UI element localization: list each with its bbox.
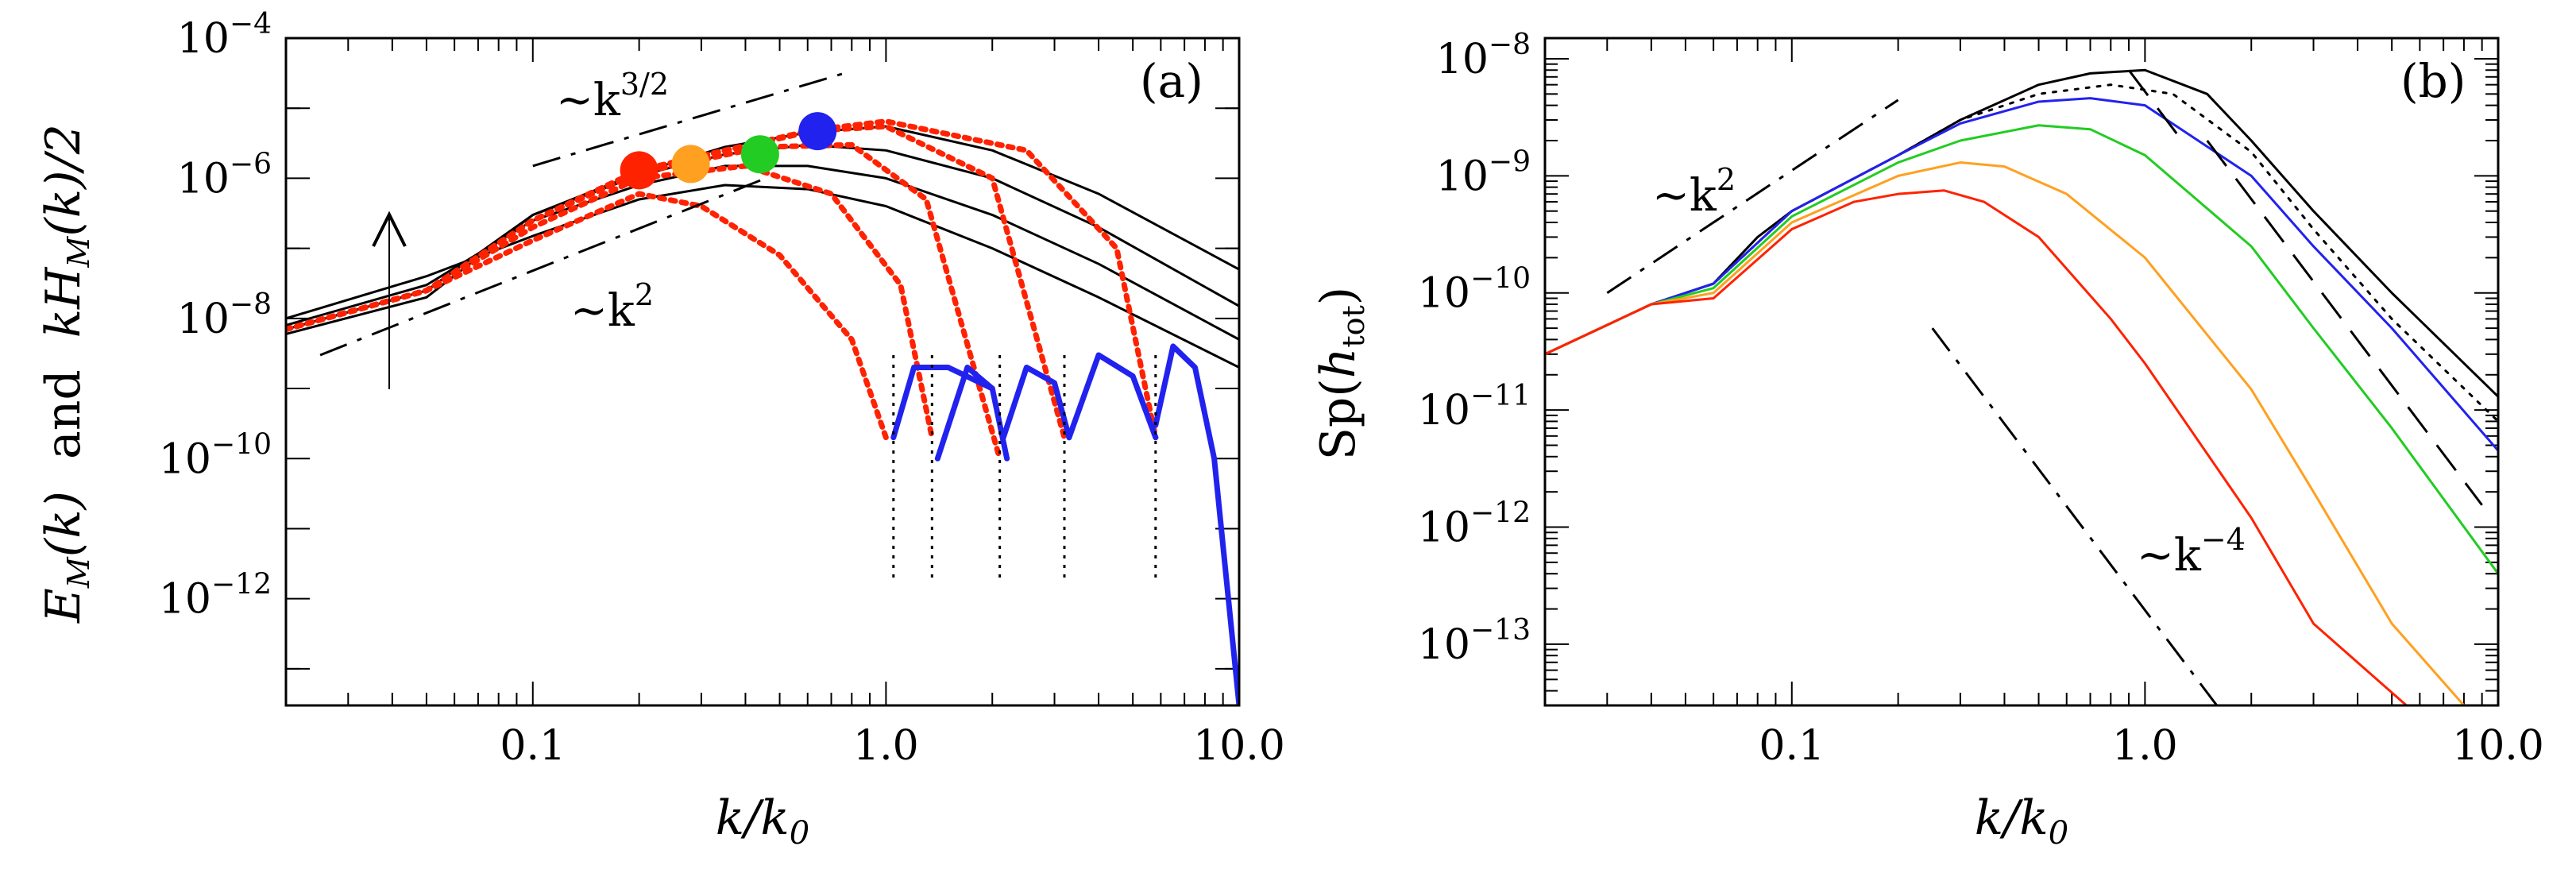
- marker-3: [740, 135, 779, 174]
- panel-b-frame: [1543, 37, 2500, 707]
- series-line-6: [1545, 189, 2408, 705]
- reference-line-3: [2206, 140, 2483, 506]
- reference-line-2: [2127, 69, 2187, 146]
- x-tick-label: 0.1: [500, 722, 566, 770]
- panel-b-x-tick-labels: 0.1 1.0 10.0: [1759, 722, 2543, 770]
- series-line-13: [1066, 352, 1159, 441]
- reference-line-1: [1606, 99, 1899, 294]
- series-line-5: [1545, 161, 2466, 705]
- panel-a-y-axis-title: EM(k)andkHM(k)/2: [36, 124, 96, 624]
- panel-a-x-tick-labels: 0.1 1.0 10.0: [500, 722, 1284, 770]
- panel-b-series: [1545, 68, 2498, 705]
- reference-line-2: [319, 178, 764, 357]
- panel-a-ticks: [285, 37, 1240, 705]
- panel-a-markers: [620, 112, 837, 190]
- x-tick-label: 1.0: [853, 722, 919, 770]
- series-line-1: [1545, 68, 2498, 398]
- panel-a-series: [286, 118, 1239, 705]
- y-tick-label: 10−8: [1436, 29, 1531, 83]
- x-tick-label: 10.0: [1193, 722, 1285, 770]
- panel-b-x-axis-title: k/k0: [1975, 790, 2068, 852]
- series-line-1: [286, 184, 1239, 369]
- panel-a-y-tick-labels: 10−12 10−10 10−8 10−6 10−4: [159, 8, 272, 624]
- reference-line-4: [1931, 327, 2219, 705]
- x-tick-label: 1.0: [2112, 722, 2178, 770]
- series-line-12: [1000, 364, 1072, 441]
- panel-b-annotation-k-4: ~k−4: [2137, 522, 2246, 582]
- panel-b-ticks: [1544, 38, 2499, 706]
- x-tick-label: 0.1: [1759, 722, 1825, 770]
- y-tick-label: 10−12: [159, 569, 272, 624]
- y-tick-label: 10−9: [1436, 145, 1531, 200]
- y-tick-label: 10−4: [177, 8, 272, 63]
- panel-a-x-axis-title: k/k0: [716, 790, 809, 852]
- y-tick-label: 10−6: [177, 148, 272, 203]
- marker-1: [620, 151, 658, 190]
- panel-b-annotation-k2: ~k2: [1652, 162, 1736, 222]
- y-tick-label: 10−8: [177, 288, 272, 343]
- panel-b-reference-lines: [1606, 69, 2483, 705]
- panel-b-y-tick-labels: 10−13 10−12 10−11 10−10 10−9 10−8: [1418, 29, 1531, 669]
- svg-text:EM(k)andkHM(k)/2: EM(k)andkHM(k)/2: [36, 124, 96, 624]
- series-line-14: [1153, 343, 1239, 705]
- y-tick-label: 10−13: [1418, 614, 1531, 669]
- marker-2: [671, 145, 710, 184]
- panel-a-label: (a): [1140, 54, 1203, 108]
- series-line-3: [1545, 97, 2498, 452]
- panel-a: 0.1 1.0 10.0 10−12 10−10 10−8 10−6 10−4 (a) ~k…: [36, 8, 1285, 852]
- panel-b-label: (b): [2400, 54, 2466, 108]
- svg-text:Sp(htot): Sp(htot): [1311, 287, 1371, 460]
- panel-a-annotation-k32: ~k3/2: [556, 67, 669, 126]
- y-tick-label: 10−10: [1418, 263, 1531, 318]
- y-tick-label: 10−12: [1418, 497, 1531, 552]
- panel-b-y-axis-title: Sp(htot): [1311, 287, 1371, 460]
- panel-b: 0.1 1.0 10.0 10−1310−1210−1110−1010−910−8 …: [1311, 29, 2544, 852]
- y-tick-label: 10−11: [1418, 380, 1531, 435]
- y-tick-label: 10−10: [159, 428, 272, 483]
- panel-a-frame: [284, 37, 1241, 707]
- x-tick-label: 10.0: [2452, 722, 2544, 770]
- panel-a-reference-lines: [319, 69, 852, 357]
- panel-a-annotation-k2: ~k2: [570, 277, 654, 337]
- marker-4: [798, 112, 837, 151]
- series-line-4: [1545, 124, 2498, 575]
